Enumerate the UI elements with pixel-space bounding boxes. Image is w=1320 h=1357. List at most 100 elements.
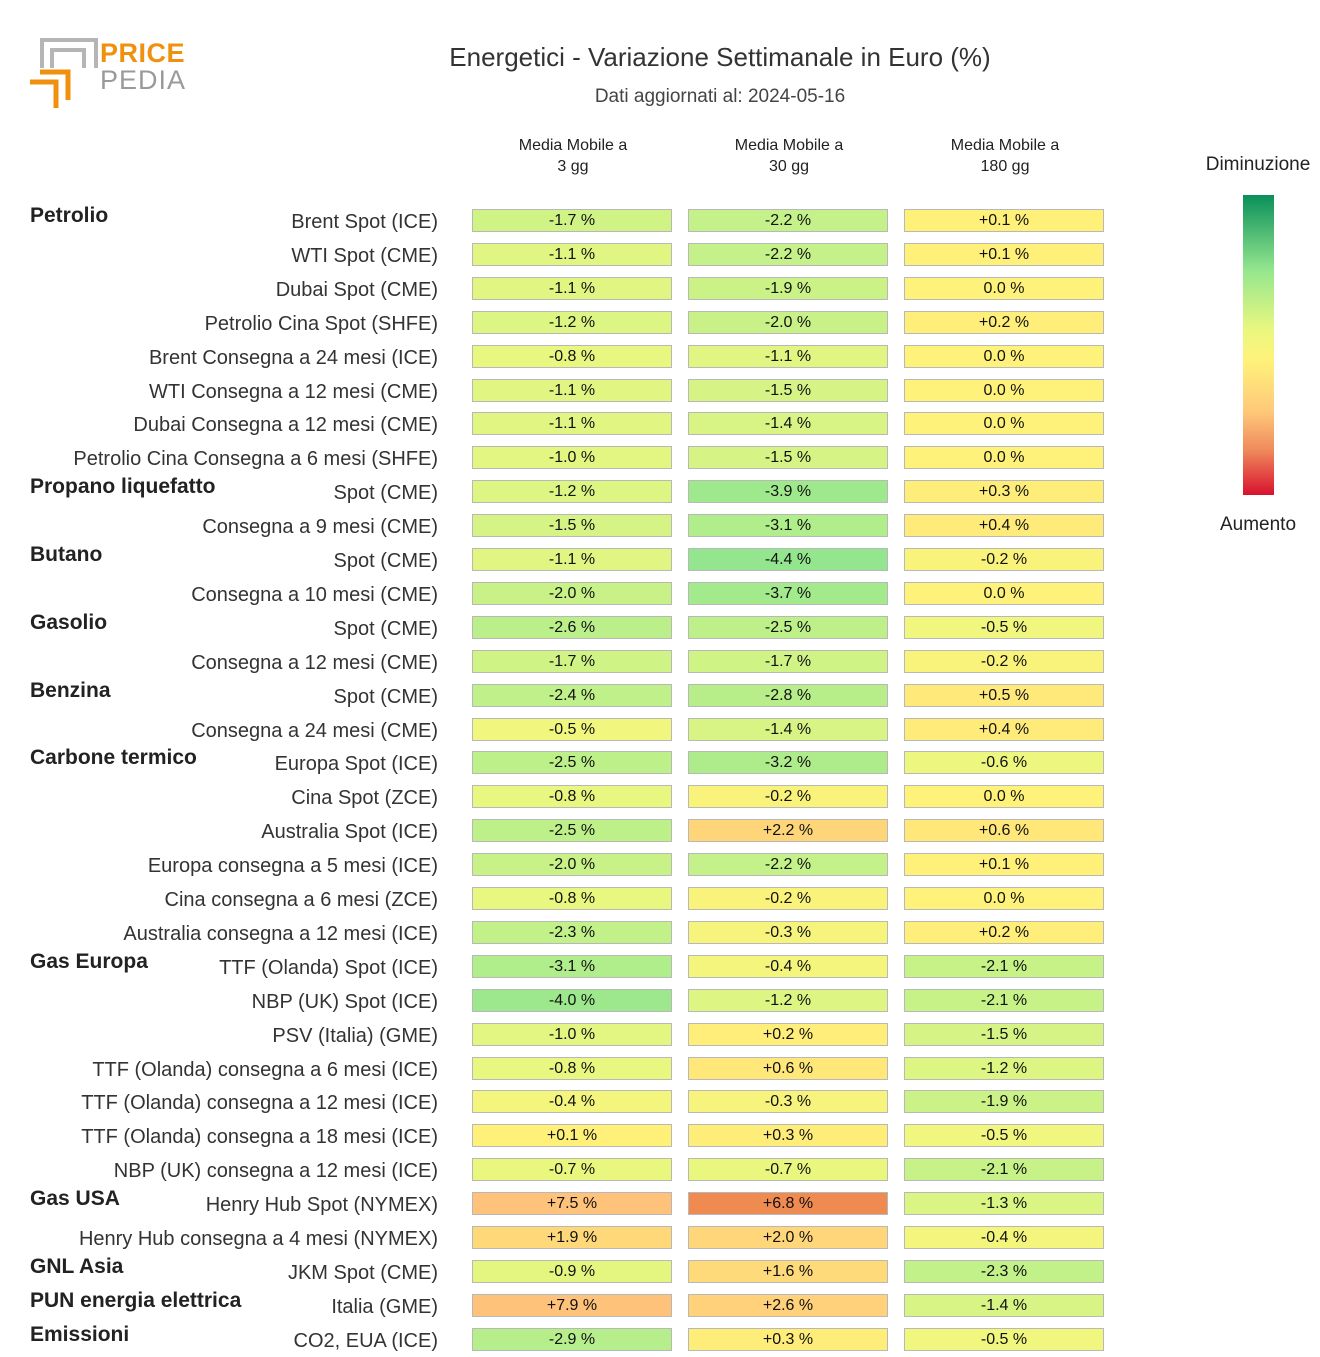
heatmap-cell: -1.4 %	[904, 1293, 1104, 1317]
group-label: GNL Asia	[30, 1254, 124, 1278]
row-label: Petrolio Cina Spot (SHFE)	[204, 312, 438, 335]
row-label: Spot (CME)	[333, 617, 438, 640]
heatmap-cell: 0.0 %	[904, 581, 1104, 605]
heatmap-cell: +7.5 %	[472, 1192, 672, 1216]
row-label: Cina Spot (ZCE)	[291, 787, 438, 810]
heatmap-cell: -1.7 %	[688, 649, 888, 673]
row-label: Australia consegna a 12 mesi (ICE)	[123, 922, 438, 945]
heatmap-cell: -0.5 %	[904, 1124, 1104, 1148]
heatmap-cell: -1.9 %	[688, 276, 888, 300]
logo-text-pedia: PEDIA	[100, 65, 187, 95]
row-label: TTF (Olanda) consegna a 18 mesi (ICE)	[81, 1126, 438, 1149]
row-label: Consegna a 10 mesi (CME)	[191, 583, 438, 606]
heatmap-cell: 0.0 %	[904, 276, 1104, 300]
group-label: Propano liquefatto	[30, 475, 216, 499]
heatmap-cell: -1.2 %	[472, 310, 672, 334]
legend-color-bar	[1243, 195, 1274, 495]
heatmap-cell: -2.5 %	[472, 751, 672, 775]
heatmap-cell: -4.0 %	[472, 988, 672, 1012]
heatmap-cell: -0.7 %	[472, 1158, 672, 1182]
heatmap-cell: -2.1 %	[904, 1158, 1104, 1182]
heatmap-cell: -3.7 %	[688, 581, 888, 605]
row-label: Italia (GME)	[331, 1295, 438, 1318]
heatmap-cell: +0.3 %	[688, 1124, 888, 1148]
heatmap-cell: -1.0 %	[472, 446, 672, 470]
heatmap-cell: -0.5 %	[904, 1327, 1104, 1351]
heatmap-cell: -1.5 %	[472, 514, 672, 538]
heatmap-cell: -3.2 %	[688, 751, 888, 775]
heatmap-cell: +0.2 %	[688, 1022, 888, 1046]
heatmap-cell: -0.8 %	[472, 887, 672, 910]
heatmap-cell: 0.0 %	[904, 378, 1104, 402]
row-label: Brent Spot (ICE)	[291, 211, 438, 233]
column-header-line: 3 gg	[557, 158, 589, 175]
heatmap-cell: +2.6 %	[688, 1293, 888, 1317]
group-label: PUN energia elettrica	[30, 1288, 242, 1312]
row-label: JKM Spot (CME)	[287, 1261, 438, 1284]
heatmap-cell: -0.2 %	[904, 649, 1104, 673]
row-label: PSV (Italia) (GME)	[272, 1024, 438, 1047]
row-label: Consegna a 12 mesi (CME)	[191, 651, 438, 674]
heatmap-cell: -2.4 %	[472, 683, 672, 707]
row-label: CO2, EUA (ICE)	[293, 1329, 438, 1352]
heatmap-cell: +1.6 %	[688, 1259, 888, 1283]
heatmap-cell: +0.1 %	[904, 209, 1104, 232]
row-label: WTI Consegna a 12 mesi (CME)	[149, 380, 438, 403]
logo-text-price: PRICE	[100, 38, 186, 68]
heatmap-cell: +0.5 %	[904, 683, 1104, 707]
heatmap-cell: -2.0 %	[472, 581, 672, 605]
heatmap-cell: -2.8 %	[688, 683, 888, 707]
heatmap-cell: -2.2 %	[688, 242, 888, 266]
heatmap-cell: -0.3 %	[688, 1090, 888, 1114]
pricepedia-logo: PRICE PEDIA	[30, 38, 200, 110]
heatmap-cell: +7.9 %	[472, 1293, 672, 1317]
heatmap-cell: +0.4 %	[904, 514, 1104, 538]
column-header-180gg: Media Mobile a 180 gg	[904, 135, 1106, 177]
row-label: NBP (UK) Spot (ICE)	[251, 990, 438, 1013]
heatmap-cell: -1.1 %	[472, 242, 672, 266]
heatmap-cell: -2.5 %	[688, 615, 888, 639]
heatmap-cell: -0.2 %	[904, 548, 1104, 571]
column-header-line: 30 gg	[768, 158, 810, 175]
row-label: TTF (Olanda) consegna a 12 mesi (ICE)	[81, 1092, 438, 1115]
heatmap-cell: -2.0 %	[472, 853, 672, 877]
heatmap-cell: -0.4 %	[472, 1090, 672, 1114]
group-label: Gas Europa	[30, 949, 148, 973]
heatmap-cell: 0.0 %	[904, 785, 1104, 809]
legend-label-top: Diminuzione	[1205, 154, 1311, 175]
row-label: Brent Consegna a 24 mesi (ICE)	[148, 346, 438, 369]
heatmap-cell: -1.1 %	[472, 276, 672, 300]
heatmap-cell: +0.2 %	[904, 920, 1104, 944]
heatmap-cell: -1.5 %	[688, 446, 888, 470]
column-header-line: Media Mobile a	[518, 137, 628, 154]
heatmap-cell: -1.1 %	[472, 548, 672, 571]
heatmap-cell: +0.1 %	[904, 242, 1104, 266]
row-label: TTF (Olanda) consegna a 6 mesi (ICE)	[92, 1058, 438, 1081]
heatmap-cell: +0.3 %	[904, 480, 1104, 504]
heatmap-cell: -1.0 %	[472, 1022, 672, 1046]
group-label: Petrolio	[30, 204, 109, 227]
row-label: Dubai Spot (CME)	[275, 278, 438, 301]
heatmap-cell: -1.2 %	[472, 480, 672, 504]
row-label: Consegna a 24 mesi (CME)	[191, 719, 438, 742]
heatmap-cell: -2.2 %	[688, 209, 888, 232]
row-label: Cina consegna a 6 mesi (ZCE)	[164, 889, 438, 911]
row-label: Henry Hub Spot (NYMEX)	[205, 1194, 438, 1217]
heatmap-cell: -1.1 %	[472, 378, 672, 402]
column-header-line: 180 gg	[980, 158, 1030, 175]
column-header-line: Media Mobile a	[950, 137, 1060, 154]
heatmap-cell: -0.9 %	[472, 1259, 672, 1283]
heatmap-cell: -2.2 %	[688, 853, 888, 877]
column-header-30gg: Media Mobile a 30 gg	[688, 135, 890, 177]
logo-mark-icon	[30, 38, 98, 108]
row-label: Consegna a 9 mesi (CME)	[202, 516, 438, 539]
group-label: Emissioni	[30, 1322, 130, 1346]
heatmap-cell: -1.4 %	[688, 717, 888, 741]
heatmap-cell: -0.4 %	[688, 954, 888, 978]
row-label: Spot (CME)	[333, 685, 438, 708]
heatmap-cell: +1.9 %	[472, 1226, 672, 1249]
column-header-3gg: Media Mobile a 3 gg	[472, 135, 674, 177]
heatmap-cell: -1.5 %	[904, 1022, 1104, 1046]
heatmap-cell: -0.7 %	[688, 1158, 888, 1182]
heatmap-cell: -2.1 %	[904, 954, 1104, 978]
